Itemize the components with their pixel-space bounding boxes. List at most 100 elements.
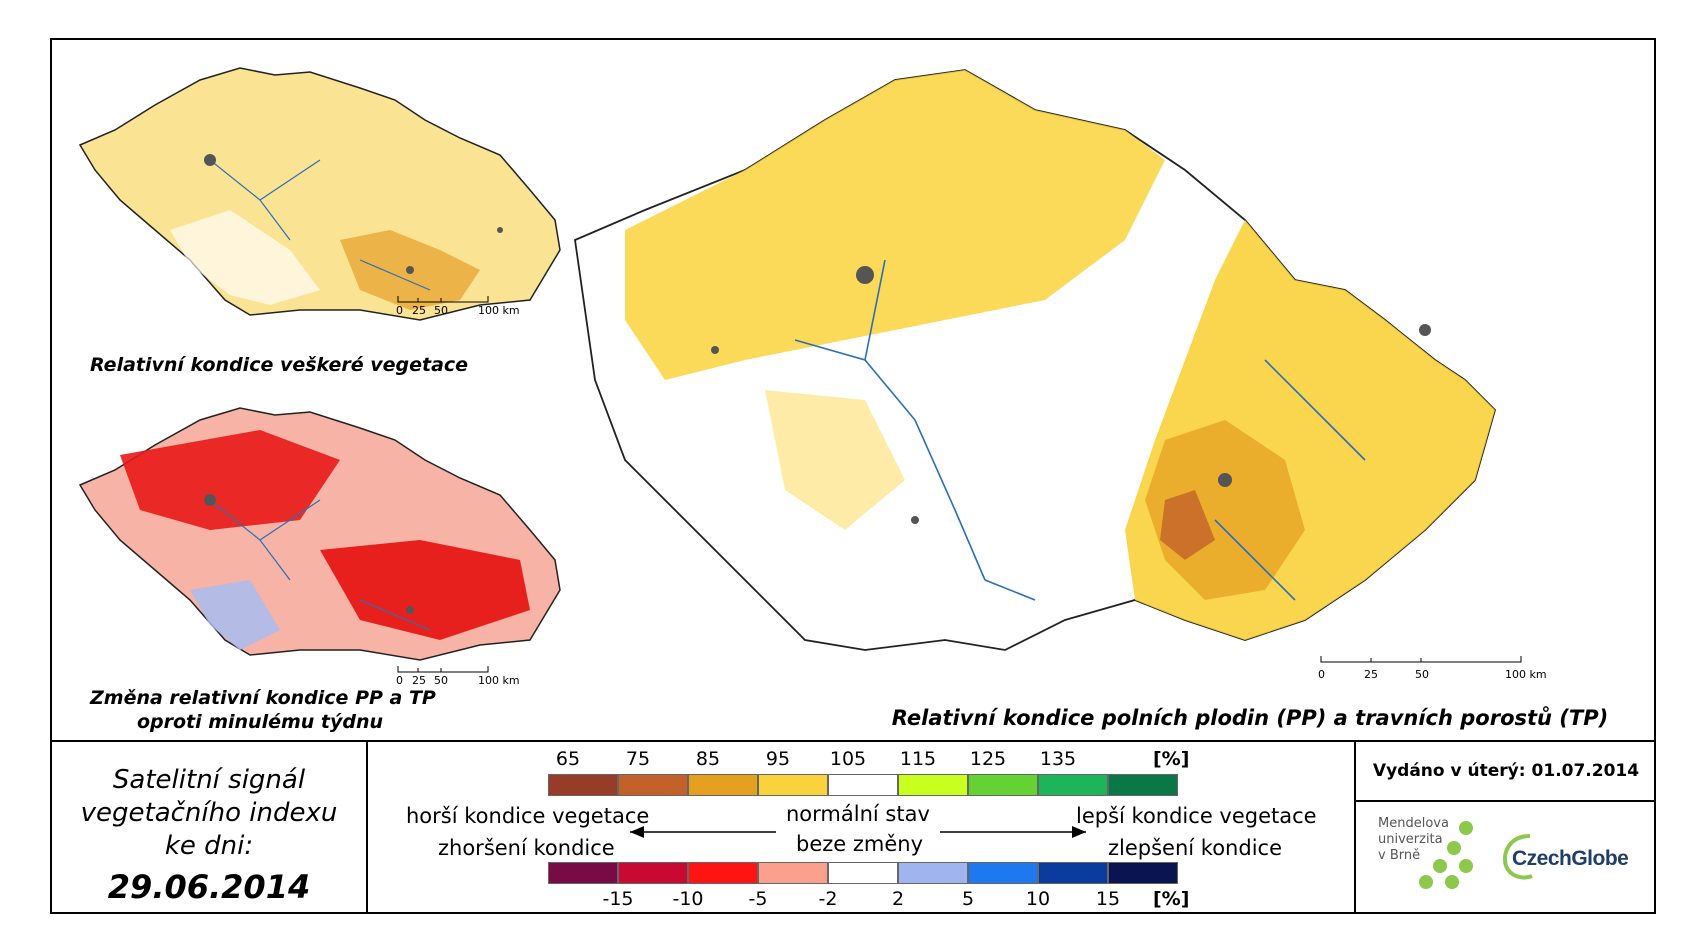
map-caption: Změna relativní kondice PP a TP oproti m…	[90, 686, 436, 734]
city-marker	[856, 266, 874, 284]
city-marker	[204, 494, 216, 506]
legend-swatch	[548, 862, 618, 884]
legend-tick-label: 5	[961, 888, 975, 910]
legend: 65 75 85 95 105 115 125 135 [%] horší ko…	[368, 742, 1354, 914]
legend-tick-label: 2	[891, 888, 905, 910]
issued-date: Vydáno v úterý: 01.07.2014	[1356, 742, 1656, 800]
map-shape	[78, 67, 561, 321]
legend-swatch	[1108, 862, 1178, 884]
legend-swatch	[968, 862, 1038, 884]
legend-swatch	[1038, 862, 1108, 884]
legend-tick-label: -2	[818, 888, 838, 910]
svg-text:0: 0	[396, 674, 403, 687]
legend-swatch	[688, 862, 758, 884]
legend-text-decline: zhoršení kondice	[438, 836, 615, 860]
date-block-text: Satelitní signál	[112, 765, 306, 795]
svg-text:25: 25	[412, 304, 426, 317]
svg-text:100 km: 100 km	[1505, 668, 1547, 681]
mendel-dots-logo	[1419, 821, 1473, 889]
legend-swatch	[898, 862, 968, 884]
date-block-text: ke dni:	[164, 831, 254, 861]
legend-swatch	[828, 774, 898, 796]
legend-tick-label: -10	[672, 888, 704, 910]
city-marker	[204, 154, 216, 166]
divider	[1354, 740, 1356, 914]
legend-swatch	[1038, 774, 1108, 796]
legend-arrows	[630, 826, 1086, 838]
mendel-university-logo-text: Mendelova univerzita v Brně	[1378, 816, 1449, 863]
legend-tick-label: 115	[899, 748, 937, 770]
map-condition-change: 0 25 50 100 km	[78, 407, 561, 687]
legend-text-better: lepší kondice vegetace	[1076, 804, 1317, 828]
czechglobe-logo-text: CzechGlobe	[1512, 847, 1629, 870]
city-marker	[406, 266, 414, 274]
czechglobe-swirl-icon	[1503, 834, 1533, 880]
date-block-text: vegetačního indexu	[80, 798, 338, 828]
city-marker	[711, 346, 719, 354]
legend-unit: [%]	[1153, 888, 1190, 910]
city-marker	[1419, 324, 1431, 336]
issued-value: 01.07.2014	[1531, 761, 1640, 781]
city-marker	[1218, 473, 1232, 487]
map-caption-line: oproti minulému týdnu	[136, 711, 384, 733]
scale-bar: 0 25 50 100 km	[1318, 656, 1547, 681]
map-region-below-normal	[625, 70, 1165, 380]
legend-tick-label: 15	[1095, 888, 1121, 910]
legend-swatch	[828, 862, 898, 884]
city-marker	[406, 606, 414, 614]
svg-text:0: 0	[1318, 668, 1325, 681]
divider	[1354, 800, 1656, 802]
map-region-strong-decline	[320, 540, 530, 640]
legend-tick-label: 65	[555, 748, 581, 770]
svg-text:50: 50	[434, 304, 448, 317]
legend-text-no-change: beze změny	[796, 832, 924, 856]
rivers	[209, 499, 431, 631]
map-region-strong-decline	[120, 430, 340, 530]
map-caption-line: Změna relativní kondice PP a TP	[90, 687, 436, 709]
legend-swatch	[548, 774, 618, 796]
scale-bar: 0 25 50 100 km	[396, 666, 520, 687]
legend-tick-label: 95	[765, 748, 791, 770]
legend-tick-label: 75	[625, 748, 651, 770]
issued-label: Vydáno v úterý:	[1372, 761, 1526, 781]
map-region-below-normal	[765, 390, 905, 530]
map-relative-condition-crops-grassland: 0 25 50 100 km	[574, 69, 1547, 681]
svg-text:25: 25	[1364, 668, 1378, 681]
legend-text-normal: normální stav	[786, 802, 930, 826]
arrow-left-icon	[630, 826, 776, 838]
logos: Mendelova univerzita v Brně CzechGlobe	[1356, 802, 1656, 914]
divider	[366, 740, 368, 914]
city-marker	[497, 227, 503, 233]
svg-text:100 km: 100 km	[478, 674, 520, 687]
legend-swatch	[758, 862, 828, 884]
arrow-right-icon	[940, 826, 1086, 838]
map-region-improvement	[190, 580, 280, 650]
legend-text-worse: horší kondice vegetace	[406, 804, 650, 828]
legend-tick-label: 85	[695, 748, 721, 770]
map-relative-condition-all-vegetation: 0 25 50 100 km	[78, 67, 561, 321]
legend-tick-label: 105	[829, 748, 867, 770]
rivers	[794, 259, 1366, 601]
map-region-very-poor	[1160, 490, 1215, 560]
legend-swatch	[618, 862, 688, 884]
legend-tick-label: 10	[1025, 888, 1051, 910]
legend-unit: [%]	[1153, 748, 1190, 770]
legend-tick-label: -15	[602, 888, 634, 910]
svg-text:0: 0	[396, 304, 403, 317]
legend-swatch	[968, 774, 1038, 796]
svg-text:50: 50	[1415, 668, 1429, 681]
legend-swatch	[618, 774, 688, 796]
legend-tick-label: -5	[748, 888, 768, 910]
legend-tick-label: 125	[969, 748, 1007, 770]
city-marker	[911, 516, 919, 524]
legend-tick-label: 135	[1039, 748, 1077, 770]
date-value: 29.06.2014	[107, 868, 311, 906]
date-block: Satelitní signál vegetačního indexu ke d…	[52, 742, 366, 914]
svg-text:100 km: 100 km	[478, 304, 520, 317]
svg-text:25: 25	[412, 674, 426, 687]
legend-swatch	[688, 774, 758, 796]
map-region-normal	[170, 210, 320, 305]
rivers	[209, 159, 431, 291]
svg-text:50: 50	[434, 674, 448, 687]
legend-swatch	[898, 774, 968, 796]
